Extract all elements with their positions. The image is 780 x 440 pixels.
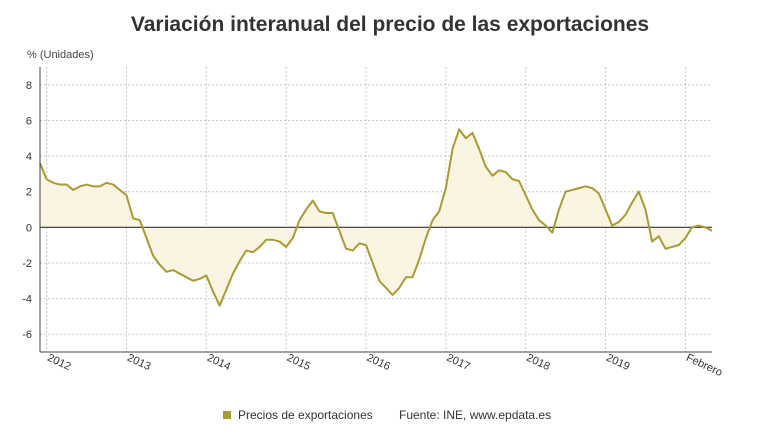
y-tick-label-3: 2 — [26, 187, 32, 199]
x-tick-labels: 2012 2013 2014 2015 2016 2017 2018 2019 Febrero — [45, 352, 724, 379]
y-tick-label-2: 4 — [26, 151, 32, 163]
legend: Precios de exportaciones Fuente: INE, ww… — [223, 408, 551, 422]
chart-title: Variación interanual del precio de las e… — [131, 13, 649, 36]
y-axis-label: % (Unidades) — [27, 49, 94, 61]
x-tick-label-3: 2015 — [285, 352, 312, 373]
x-tick-label-2: 2014 — [205, 352, 232, 373]
x-tick-label-1: 2013 — [125, 352, 152, 373]
x-tick-label-5: 2017 — [445, 352, 472, 373]
legend-swatch — [223, 411, 231, 419]
y-tick-label-7: -6 — [22, 329, 32, 341]
x-tick-label-6: 2018 — [524, 352, 551, 373]
x-tick-label-4: 2016 — [365, 352, 392, 373]
plot-frame — [39, 67, 712, 353]
grid-lines — [40, 67, 712, 352]
y-tick-label-5: -2 — [22, 258, 32, 270]
series-line-path — [39, 128, 713, 307]
y-tick-labels: 8 6 4 2 0 -2 -4 -6 — [22, 80, 32, 341]
y-tick-label-6: -4 — [22, 294, 32, 306]
series-area — [40, 129, 712, 306]
source-label: Fuente: INE, www.epdata.es — [399, 408, 551, 422]
x-tick-label-7: 2019 — [604, 352, 631, 373]
x-tick-label-0: 2012 — [45, 352, 72, 373]
legend-series-label: Precios de exportaciones — [238, 408, 373, 422]
area-fill — [40, 129, 712, 306]
y-tick-label-4: 0 — [26, 222, 32, 234]
series-line — [39, 128, 713, 307]
x-tick-label-8: Febrero — [684, 352, 724, 379]
y-tick-label-1: 6 — [26, 115, 32, 127]
y-tick-label-0: 8 — [26, 80, 32, 92]
